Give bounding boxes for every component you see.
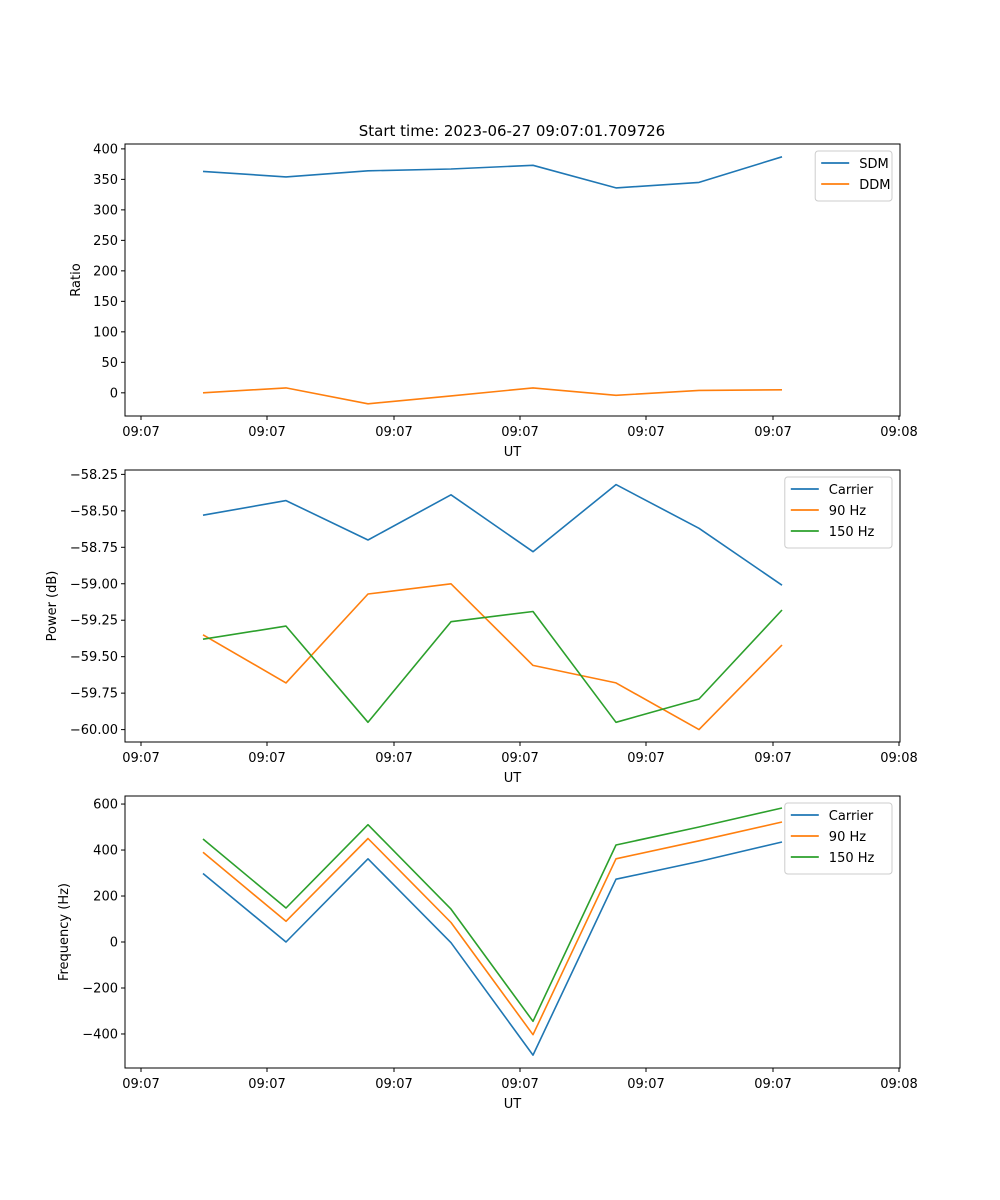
ratio-legend-label: SDM (859, 157, 888, 172)
power-x-tick-label: 09:07 (122, 751, 159, 766)
frequency-y-tick-label: 0 (110, 936, 118, 951)
power-x-tick-label: 09:07 (248, 751, 285, 766)
ratio-y-tick-label: 350 (93, 173, 118, 188)
power-panel: −60.00 −59.75 −59.50 −59.25 −59.00 −58.75 −58.… (45, 468, 918, 786)
ratio-series-ddm-line (202, 387, 783, 405)
power-legend-label: 150 Hz (829, 525, 875, 540)
power-y-tick-label: −58.25 (70, 468, 118, 483)
ratio-y-tick-label: 50 (101, 356, 118, 371)
ratio-x-tick-label: 09:07 (501, 425, 538, 440)
figure-title: Start time: 2023-06-27 09:07:01.709726 (359, 122, 665, 140)
ratio-x-axis-label: UT (504, 445, 522, 460)
ratio-y-tick-label: 200 (93, 264, 118, 279)
power-legend-label: 90 Hz (829, 504, 866, 519)
frequency-legend-label: Carrier (829, 809, 874, 824)
frequency-x-tick-label: 09:08 (880, 1077, 917, 1092)
frequency-y-tick-label: −200 (82, 981, 118, 996)
ratio-y-tick-label: 150 (93, 295, 118, 310)
frequency-x-tick-label: 09:07 (754, 1077, 791, 1092)
frequency-legend: Carrier 90 Hz 150 Hz (784, 802, 893, 875)
ratio-y-tick-label: 100 (93, 325, 118, 340)
ratio-y-tick-label: 0 (110, 386, 118, 401)
ratio-legend-label: DDM (859, 178, 890, 193)
frequency-y-tick-label: −400 (82, 1027, 118, 1042)
ratio-y-axis-label: Ratio (69, 263, 84, 296)
power-y-tick-label: −58.50 (70, 504, 118, 519)
power-y-tick-label: −58.75 (70, 541, 118, 556)
frequency-panel: −400 −200 0 200 400 600 09:07 09:07 09:07 09:07 09… (57, 795, 918, 1112)
power-y-tick-label: −59.50 (70, 650, 118, 665)
power-axes-frame (124, 469, 901, 743)
power-x-tick-label: 09:07 (501, 751, 538, 766)
frequency-x-tick-label: 09:07 (627, 1077, 664, 1092)
frequency-legend-label: 90 Hz (829, 830, 866, 845)
ratio-series-sdm-line (202, 156, 783, 189)
frequency-y-tick-label: 400 (93, 844, 118, 859)
power-series-carrier-line (202, 483, 783, 586)
frequency-x-tick-label: 09:07 (501, 1077, 538, 1092)
ratio-y-tick-label: 250 (93, 234, 118, 249)
frequency-x-axis-label: UT (504, 1097, 522, 1112)
ratio-x-tick-label: 09:07 (248, 425, 285, 440)
ratio-x-tick-label: 09:07 (754, 425, 791, 440)
frequency-legend-label: 150 Hz (829, 851, 875, 866)
frequency-series-90-hz-line (202, 821, 783, 1036)
ratio-x-tick-label: 09:07 (627, 425, 664, 440)
ratio-panel: 0 50 100 150 200 250 300 350 400 09:07 09:07 09:07 0… (69, 142, 918, 460)
ratio-x-tick-label: 09:08 (880, 425, 917, 440)
ratio-legend: SDM DDM (814, 150, 893, 202)
power-x-tick-label: 09:07 (375, 751, 412, 766)
power-series-150-hz-line (202, 609, 783, 724)
frequency-x-tick-label: 09:07 (248, 1077, 285, 1092)
power-y-tick-label: −59.75 (70, 687, 118, 702)
power-x-tick-label: 09:07 (627, 751, 664, 766)
power-x-tick-label: 09:07 (754, 751, 791, 766)
frequency-x-tick-label: 09:07 (375, 1077, 412, 1092)
frequency-series-150-hz-line (202, 807, 783, 1023)
power-series-90-hz-line (202, 582, 783, 731)
frequency-axes-frame (124, 795, 901, 1069)
power-legend-label: Carrier (829, 483, 874, 498)
frequency-y-tick-label: 200 (93, 890, 118, 905)
frequency-y-axis-label: Frequency (Hz) (57, 883, 72, 981)
power-y-tick-label: −59.25 (70, 614, 118, 629)
frequency-x-tick-label: 09:07 (122, 1077, 159, 1092)
ratio-x-tick-label: 09:07 (122, 425, 159, 440)
ratio-y-tick-label: 400 (93, 142, 118, 157)
power-x-tick-label: 09:08 (880, 751, 917, 766)
ratio-axes-frame (124, 143, 901, 417)
power-y-tick-label: −60.00 (70, 723, 118, 738)
ratio-x-tick-label: 09:07 (375, 425, 412, 440)
power-x-axis-label: UT (504, 771, 522, 786)
power-y-tick-label: −59.00 (70, 577, 118, 592)
ratio-y-tick-label: 300 (93, 203, 118, 218)
frequency-y-tick-label: 600 (93, 798, 118, 813)
power-legend: Carrier 90 Hz 150 Hz (784, 476, 893, 549)
frequency-series-carrier-line (202, 841, 783, 1056)
power-y-axis-label: Power (dB) (45, 571, 60, 642)
